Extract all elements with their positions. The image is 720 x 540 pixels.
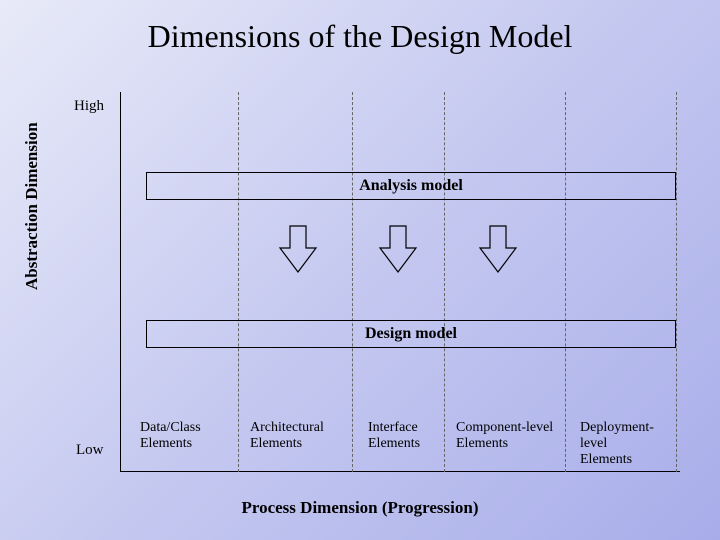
guide-line-4 bbox=[676, 92, 677, 472]
y-high-label: High bbox=[74, 98, 104, 115]
guide-line-2 bbox=[444, 92, 445, 472]
guide-line-3 bbox=[565, 92, 566, 472]
slide-title: Dimensions of the Design Model bbox=[0, 0, 720, 55]
chart-area: Analysis model Design model Data/Class E… bbox=[120, 92, 680, 472]
y-axis-line bbox=[120, 92, 121, 472]
y-axis-title: Abstraction Dimension bbox=[22, 122, 42, 290]
x-axis-title: Process Dimension (Progression) bbox=[0, 498, 720, 518]
column-label-0: Data/Class Elements bbox=[140, 420, 201, 452]
down-arrow-icon bbox=[476, 222, 520, 278]
down-arrow-icon bbox=[376, 222, 420, 278]
guide-line-1 bbox=[352, 92, 353, 472]
column-label-3: Component-level Elements bbox=[456, 420, 553, 452]
guide-line-0 bbox=[238, 92, 239, 472]
column-label-1: Architectural Elements bbox=[250, 420, 324, 452]
analysis-model-box: Analysis model bbox=[146, 172, 676, 200]
column-label-4: Deployment-level Elements bbox=[580, 420, 680, 468]
design-model-box: Design model bbox=[146, 320, 676, 348]
down-arrow-icon bbox=[276, 222, 320, 278]
column-label-2: Interface Elements bbox=[368, 420, 420, 452]
y-low-label: Low bbox=[76, 442, 104, 459]
x-axis-line bbox=[120, 471, 680, 472]
